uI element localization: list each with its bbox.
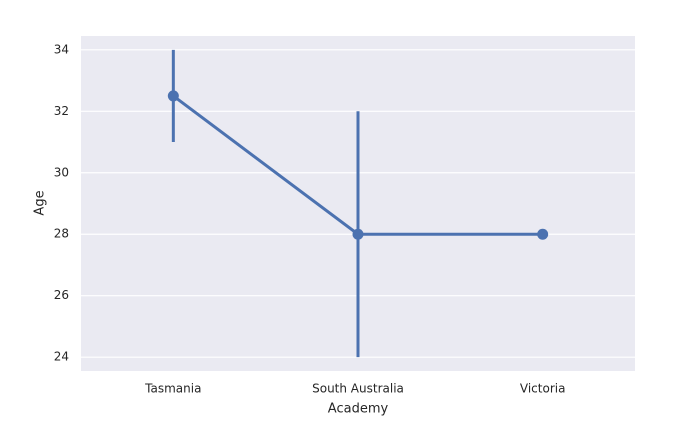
y-tick-label: 28 bbox=[54, 227, 69, 241]
x-tick-label: South Australia bbox=[312, 382, 404, 396]
x-tick-label: Tasmania bbox=[144, 382, 201, 396]
x-tick-label: Victoria bbox=[520, 382, 566, 396]
point bbox=[167, 90, 179, 102]
y-tick-label: 26 bbox=[54, 288, 69, 302]
y-tick-label: 34 bbox=[54, 42, 69, 56]
y-tick-label: 24 bbox=[54, 350, 69, 364]
point bbox=[537, 228, 549, 240]
point bbox=[352, 228, 364, 240]
y-axis-label: Age bbox=[33, 190, 48, 215]
y-tick-label: 32 bbox=[54, 104, 69, 118]
x-axis-label: Academy bbox=[328, 402, 389, 417]
y-tick-label: 30 bbox=[54, 165, 69, 179]
